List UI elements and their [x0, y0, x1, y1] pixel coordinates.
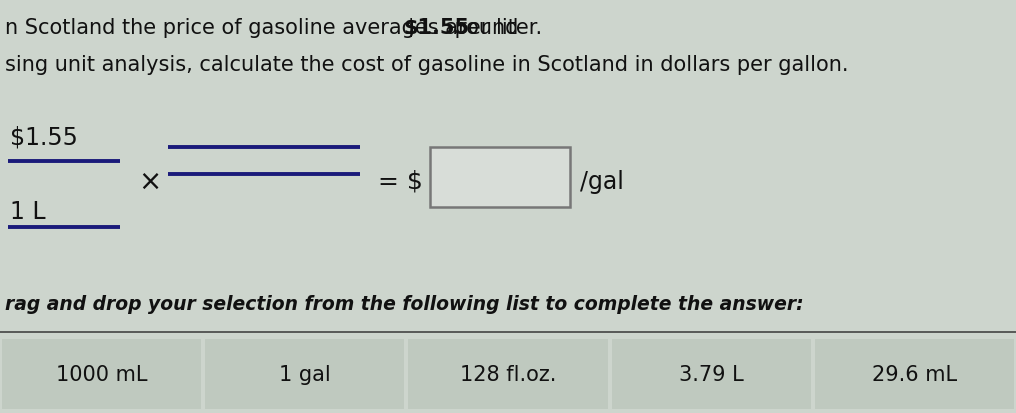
Text: $1.55: $1.55	[403, 18, 469, 38]
Text: 3.79 L: 3.79 L	[679, 364, 744, 384]
Text: ×: ×	[138, 168, 162, 195]
Bar	[408, 339, 608, 409]
Text: sing unit analysis, calculate the cost of gasoline in Scotland in dollars per ga: sing unit analysis, calculate the cost o…	[5, 55, 848, 75]
Text: 1 L: 1 L	[10, 199, 46, 223]
Bar	[430, 147, 570, 207]
Text: 1 gal: 1 gal	[279, 364, 330, 384]
Text: rag and drop your selection from the following list to complete the answer:: rag and drop your selection from the fol…	[5, 294, 804, 313]
Text: per liter.: per liter.	[448, 18, 543, 38]
Text: /gal: /gal	[580, 170, 624, 194]
Text: n Scotland the price of gasoline averages around: n Scotland the price of gasoline average…	[5, 18, 525, 38]
Text: = $: = $	[378, 170, 423, 194]
Bar	[205, 339, 404, 409]
Text: $1.55: $1.55	[10, 125, 78, 149]
Bar	[2, 339, 201, 409]
Bar	[815, 339, 1014, 409]
Text: 29.6 mL: 29.6 mL	[872, 364, 957, 384]
Text: 1000 mL: 1000 mL	[56, 364, 147, 384]
Bar	[612, 339, 811, 409]
Text: 128 fl.oz.: 128 fl.oz.	[460, 364, 556, 384]
